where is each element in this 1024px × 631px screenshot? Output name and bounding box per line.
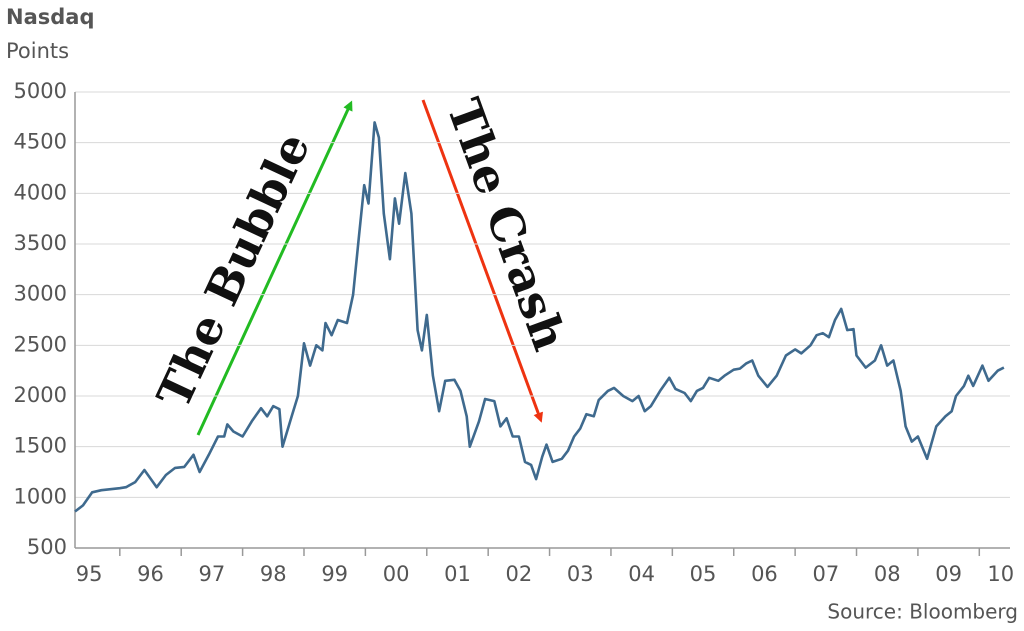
annotation: The Bubble [146,125,320,416]
x-tick-label: 05 [690,562,717,586]
x-tick-label: 08 [874,562,901,586]
y-tick-label: 5000 [14,79,67,103]
x-tick-label: 03 [567,562,594,586]
x-tick-label: 09 [935,562,962,586]
annotation: The Crash [436,92,577,358]
x-tick-label: 04 [628,562,655,586]
x-tick-label: 98 [260,562,287,586]
x-tick-label: 97 [199,562,226,586]
y-tick-label: 3500 [14,231,67,255]
x-tick-label: 06 [751,562,778,586]
x-tick-label: 95 [76,562,103,586]
y-tick-label: 1000 [14,484,67,508]
x-tick-label: 10 [987,562,1014,586]
y-tick-label: 4500 [14,130,67,154]
y-tick-label: 2500 [14,332,67,356]
x-tick-label: 00 [383,562,410,586]
x-tick-label: 96 [137,562,164,586]
y-tick-label: 3000 [14,282,67,306]
source: Source: Bloomberg [827,600,1018,624]
y-tick-label: 500 [27,535,67,559]
x-tick-label: 07 [812,562,839,586]
y-tick-label: 1500 [14,434,67,458]
x-tick-label: 99 [321,562,348,586]
chart-title: Nasdaq [6,5,94,29]
x-tick-label: 01 [444,562,471,586]
y-axis-label: Points [6,39,69,63]
x-tick-label: 02 [505,562,532,586]
y-tick-label: 2000 [14,383,67,407]
bubble-arrow [196,100,353,436]
line [74,121,1005,513]
y-tick-label: 4000 [14,180,67,204]
crash-arrow [421,99,543,423]
